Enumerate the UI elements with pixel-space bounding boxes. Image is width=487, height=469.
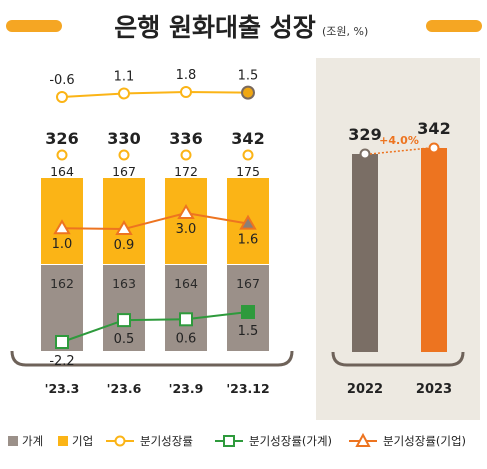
legend-marker-household-rate [223,435,235,447]
x-tick-year-2022: 2022 [347,382,383,397]
legend-label-corporate-rate: 분기성장률(기업) [383,434,466,448]
label-corporate-3: 172 [174,164,198,179]
x-tick-1: '23.3 [45,381,80,396]
line-household-growth [61,311,249,343]
marker-quarterly-2 [118,87,130,100]
legend-label-household-rate: 분기성장률(가계) [249,434,332,448]
label-household-rate-4: 1.5 [238,324,259,339]
marker-household-1 [55,335,69,349]
label-corporate-rate-3: 3.0 [176,222,197,237]
chart-title: 은행 원화대출 성장 [114,13,315,42]
label-corporate-rate-4: 1.6 [238,233,259,248]
annual-panel [316,58,480,420]
legend-label-corporate: 기업 [72,434,93,448]
label-quarterly-rate-4: 1.5 [238,69,259,84]
dot-year-2022 [359,148,371,160]
label-corporate-rate-1: 1.0 [52,237,73,252]
label-quarterly-rate-3: 1.8 [176,68,197,83]
total-dot-4 [242,149,254,161]
x-tick-3: '23.9 [169,381,204,396]
legend-marker-corporate-rate [355,432,371,447]
label-household-3: 164 [174,276,198,291]
marker-quarterly-1 [56,91,68,103]
legend-label-quarterly: 분기성장률 [140,434,193,448]
label-corporate-1: 164 [50,164,74,179]
title-deco-left [6,20,62,32]
marker-corporate-2 [115,220,133,235]
dot-year-2023 [428,142,440,154]
marker-quarterly-3 [180,86,192,98]
label-quarterly-rate-2: 1.1 [114,69,135,84]
total-dot-1 [56,149,68,161]
marker-household-4 [241,305,255,319]
x-tick-4: '23.12 [226,381,269,396]
x-tick-2: '23.6 [107,381,142,396]
marker-household-2 [117,313,131,328]
label-household-2: 163 [112,276,136,291]
legend-swatch-corporate [58,436,68,446]
line-quarterly-growth [61,90,249,98]
bar-year-2022 [352,154,378,352]
chart-unit: (조원, %) [322,25,368,38]
bar-household-3 [165,265,207,351]
bar-household-2 [103,265,145,351]
growth-connector [369,147,430,155]
label-total-2: 330 [107,129,140,148]
legend-label-household: 가계 [22,434,43,448]
label-quarterly-rate-1: -0.6 [49,73,74,88]
annual-axis-baseline [331,351,465,367]
label-total-1: 326 [45,129,78,148]
marker-corporate-1 [53,219,71,235]
bar-corporate-3 [165,178,207,264]
label-household-rate-1: -2.2 [49,354,74,369]
label-total-3: 336 [169,129,202,148]
line-corporate-growth [61,211,249,231]
label-corporate-rate-2: 0.9 [114,238,135,253]
label-year-total-2023: 342 [417,119,450,138]
bar-year-2023 [421,148,447,352]
quarterly-axis-baseline [10,350,294,367]
x-tick-year-2023: 2023 [416,382,452,397]
legend-marker-quarterly [114,435,126,447]
label-household-rate-3: 0.6 [176,331,197,346]
label-corporate-4: 175 [236,164,260,179]
marker-corporate-4 [239,214,257,230]
label-corporate-2: 167 [112,164,136,179]
label-annual-growth: +4.0% [379,134,419,147]
label-year-total-2022: 329 [348,125,381,144]
title-deco-right [426,20,482,32]
total-dot-3 [180,149,192,161]
marker-corporate-3 [177,204,195,219]
total-dot-2 [118,149,130,161]
marker-household-3 [179,312,193,327]
label-household-4: 167 [236,276,260,291]
label-total-4: 342 [231,129,264,148]
legend-swatch-household [8,436,18,446]
label-household-1: 162 [50,276,74,291]
label-household-rate-2: 0.5 [114,332,135,347]
marker-quarterly-4 [241,85,255,100]
